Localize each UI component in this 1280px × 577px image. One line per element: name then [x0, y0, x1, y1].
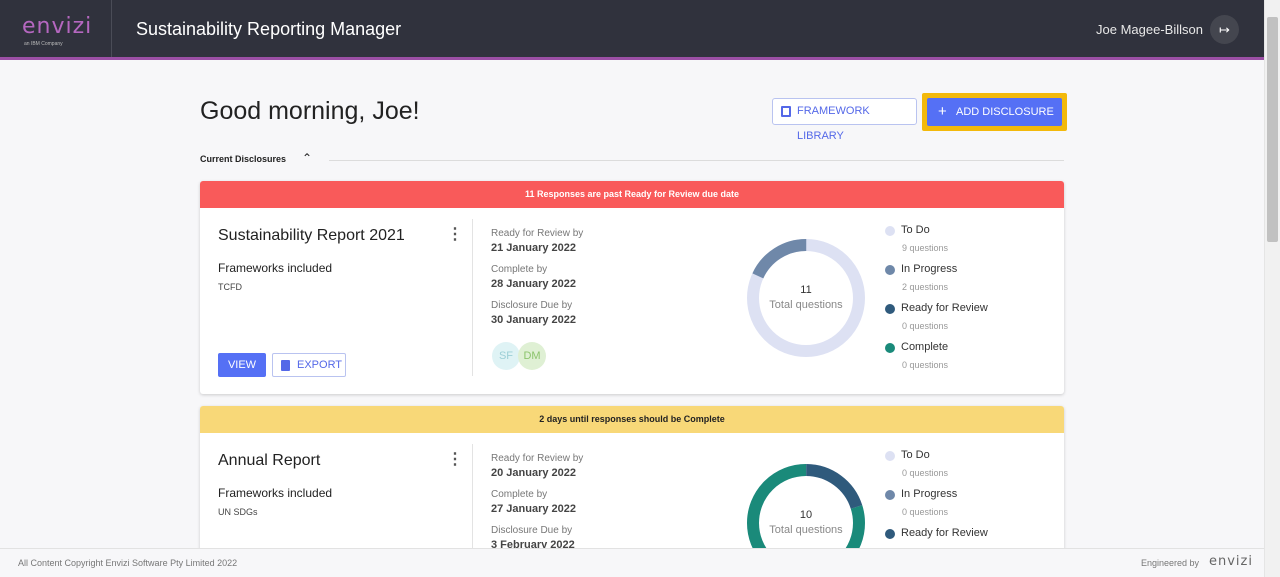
disclosure-title: Sustainability Report 2021 — [218, 227, 405, 244]
plus-icon: + — [938, 103, 947, 120]
library-icon — [781, 106, 791, 117]
ready-for-review-date: 21 January 2022 — [491, 242, 577, 254]
legend-label: To Do — [901, 449, 930, 461]
complete-legend-dot — [885, 343, 895, 353]
more-options-icon[interactable]: ⋮ — [447, 226, 463, 243]
export-label: EXPORT — [297, 359, 343, 371]
frameworks-value: UN SDGs — [218, 507, 258, 517]
total-questions-label: Total questions — [769, 524, 843, 536]
legend-count: 9 questions — [902, 243, 949, 253]
complete-by-date: 28 January 2022 — [491, 278, 577, 290]
document-icon — [281, 360, 290, 371]
top-header: envizi an IBM Company Sustainability Rep… — [0, 0, 1264, 60]
legend-label: In Progress — [901, 263, 958, 275]
ready-for-review-legend-dot — [885, 304, 895, 314]
in-progress-legend-dot — [885, 265, 895, 275]
disclosure-due-label: Disclosure Due by — [491, 525, 573, 536]
complete-by-label: Complete by — [491, 264, 548, 275]
legend-label: Complete — [901, 341, 949, 353]
engineered-by-text: Engineered by — [1141, 558, 1200, 568]
todo-legend-dot — [885, 451, 895, 461]
frameworks-label: Frameworks included — [218, 486, 333, 500]
app-title: Sustainability Reporting Manager — [136, 19, 402, 39]
footer-logo: envizi — [1209, 554, 1253, 569]
page-greeting: Good morning, Joe! — [200, 97, 420, 125]
total-questions-count: 10 — [799, 509, 813, 521]
section-divider — [329, 160, 1064, 161]
legend-label: In Progress — [901, 488, 958, 500]
ready-for-review-date: 20 January 2022 — [491, 467, 577, 479]
more-options-icon[interactable]: ⋮ — [447, 451, 463, 468]
warning-banner: 2 days until responses should be Complet… — [200, 406, 1064, 433]
complete-by-label: Complete by — [491, 489, 548, 500]
legend-count: 0 questions — [902, 360, 949, 370]
logout-button[interactable]: ↦ — [1210, 15, 1239, 44]
ready-for-review-legend-dot — [885, 529, 895, 539]
card-divider — [472, 444, 473, 566]
chevron-up-icon[interactable]: ⌃ — [302, 151, 313, 165]
logout-icon: ↦ — [1219, 22, 1230, 37]
export-button[interactable]: EXPORT — [272, 353, 346, 377]
frameworks-value: TCFD — [218, 282, 242, 292]
legend-count: 0 questions — [902, 321, 949, 331]
total-questions-count: 11 — [800, 284, 812, 296]
legend-count: 0 questions — [902, 507, 949, 517]
section-title: Current Disclosures — [200, 154, 287, 164]
avatar[interactable]: DM — [518, 342, 546, 370]
status-donut-chart — [747, 464, 865, 566]
ready-for-review-label: Ready for Review by — [491, 228, 584, 239]
legend-label: Ready for Review — [901, 527, 988, 539]
frameworks-label: Frameworks included — [218, 261, 333, 275]
view-button[interactable]: VIEW — [218, 353, 266, 377]
page-footer: All Content Copyright Envizi Software Pt… — [0, 548, 1264, 577]
todo-legend-dot — [885, 226, 895, 236]
legend-label: To Do — [901, 224, 930, 236]
vertical-scrollbar[interactable] — [1264, 0, 1280, 577]
add-disclosure-label: ADD DISCLOSURE — [956, 106, 1054, 118]
in-progress-legend-dot — [885, 490, 895, 500]
disclosure-card: 2 days until responses should be Complet… — [200, 406, 1064, 566]
card-divider — [472, 219, 473, 376]
legend-label: Ready for Review — [901, 302, 988, 314]
ready-for-review-label: Ready for Review by — [491, 453, 584, 464]
add-disclosure-button[interactable]: + ADD DISCLOSURE — [927, 98, 1062, 126]
copyright-text: All Content Copyright Envizi Software Pt… — [18, 558, 238, 568]
overdue-banner: 11 Responses are past Ready for Review d… — [200, 181, 1064, 208]
complete-segment — [747, 464, 865, 566]
logo-wordmark: envizi — [22, 14, 93, 39]
logo-subtext: an IBM Company — [24, 41, 63, 47]
disclosure-card: 11 Responses are past Ready for Review d… — [200, 181, 1064, 394]
framework-library-button[interactable]: FRAMEWORK LIBRARY — [772, 98, 917, 142]
status-donut-chart — [747, 239, 865, 357]
avatar[interactable]: SF — [492, 342, 520, 370]
in-progress-segment — [747, 239, 865, 357]
disclosure-due-date: 30 January 2022 — [491, 314, 577, 326]
complete-by-date: 27 January 2022 — [491, 503, 577, 515]
framework-library-label: FRAMEWORK LIBRARY — [797, 105, 870, 142]
disclosure-title: Annual Report — [218, 452, 321, 469]
legend-count: 2 questions — [902, 282, 949, 292]
scrollbar-thumb[interactable] — [1267, 17, 1278, 242]
envizi-logo[interactable]: envizi an IBM Company — [0, 0, 112, 57]
add-disclosure-highlight: + ADD DISCLOSURE — [922, 93, 1067, 131]
user-name: Joe Magee-Billson — [1096, 22, 1203, 37]
disclosure-due-label: Disclosure Due by — [491, 300, 573, 311]
total-questions-label: Total questions — [769, 299, 843, 311]
legend-count: 0 questions — [902, 468, 949, 478]
